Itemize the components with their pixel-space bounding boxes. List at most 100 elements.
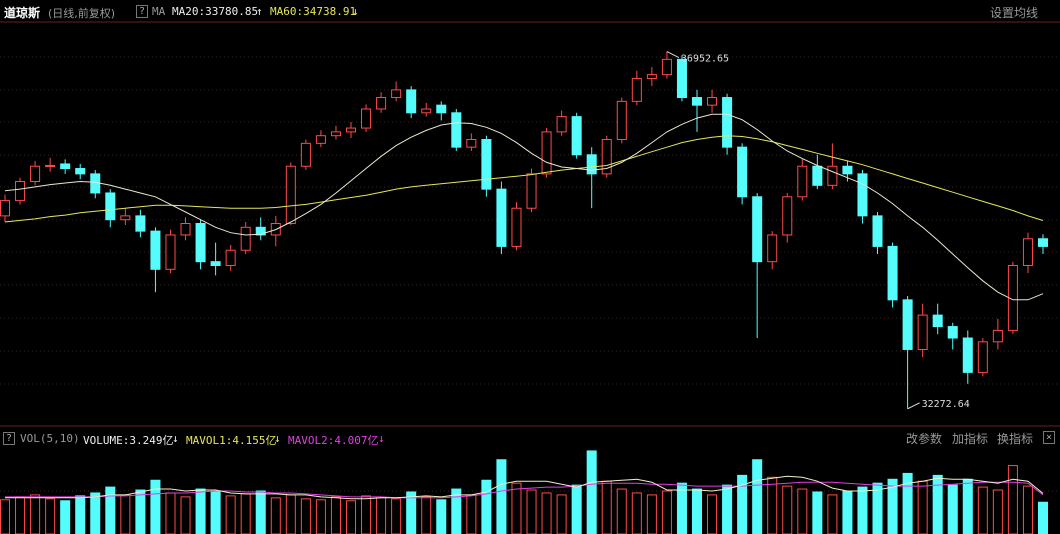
volume-bar bbox=[15, 496, 26, 534]
help-button[interactable]: ? bbox=[3, 432, 16, 445]
volume-bar bbox=[225, 495, 236, 534]
volume-bar bbox=[992, 489, 1003, 534]
volume-bar bbox=[541, 492, 552, 534]
volume-bar bbox=[105, 486, 116, 534]
candle-body bbox=[556, 116, 567, 133]
candle-body bbox=[1022, 238, 1033, 266]
volume-bar bbox=[827, 494, 838, 534]
candle-body bbox=[857, 173, 868, 217]
volume-bar bbox=[722, 484, 733, 534]
candle-body bbox=[376, 97, 387, 110]
candle-body bbox=[361, 108, 372, 129]
volume-bar bbox=[676, 482, 687, 534]
annotation-label: 36952.65 bbox=[681, 54, 729, 65]
close-button[interactable]: × bbox=[1043, 431, 1056, 444]
candle-body bbox=[315, 135, 326, 144]
volume-bar bbox=[60, 500, 71, 534]
volume-bar bbox=[300, 498, 311, 534]
volume-bar bbox=[1022, 485, 1033, 534]
volume-bar bbox=[797, 488, 808, 534]
candle-body bbox=[977, 341, 988, 373]
button[interactable]: 改参数 bbox=[906, 432, 943, 446]
symbol: 道琼斯 bbox=[4, 6, 41, 20]
button[interactable]: 换指标 bbox=[997, 432, 1034, 446]
volume-arrow: ↓ bbox=[172, 432, 179, 445]
volume-bar bbox=[782, 485, 793, 534]
volume-bar bbox=[526, 489, 537, 534]
candle-body bbox=[812, 165, 823, 186]
ma20-value: MA20:33780.85 bbox=[172, 5, 259, 18]
volume-bar bbox=[842, 490, 853, 534]
volume-bar bbox=[887, 478, 898, 534]
volume-bar bbox=[857, 486, 868, 534]
volume-bar bbox=[481, 479, 492, 534]
volume-bar bbox=[496, 459, 507, 534]
candle-body bbox=[481, 139, 492, 190]
candle-body bbox=[300, 142, 311, 167]
candle-body bbox=[691, 97, 703, 106]
volume-header: ? VOL(5,10) VOLUME:3.249亿 ↓ MAVOL1:4.155… bbox=[0, 427, 1060, 449]
candle-body bbox=[240, 226, 251, 251]
candle-body bbox=[496, 188, 507, 247]
candle-body bbox=[451, 112, 462, 148]
candle-body bbox=[887, 245, 898, 301]
volume-bar bbox=[872, 482, 883, 534]
volume-bar bbox=[0, 499, 11, 534]
volume-bar bbox=[30, 494, 41, 534]
volume-bar bbox=[646, 494, 657, 534]
volume-bar bbox=[421, 496, 432, 534]
volume-bar bbox=[120, 494, 131, 534]
candle-body bbox=[436, 104, 447, 114]
volume-bar bbox=[90, 492, 101, 534]
candle-body bbox=[541, 131, 552, 175]
candle-body bbox=[947, 326, 958, 339]
candle-body bbox=[105, 192, 116, 221]
candle-body bbox=[180, 223, 191, 236]
candle-body bbox=[707, 97, 718, 106]
volume-bar bbox=[255, 490, 266, 534]
ma20-arrow: ↑ bbox=[256, 5, 263, 18]
volume-bar bbox=[195, 488, 206, 534]
volume-bar bbox=[270, 497, 281, 534]
candle-body bbox=[601, 139, 612, 175]
help-button[interactable]: ? bbox=[136, 5, 149, 18]
volume-bar bbox=[601, 480, 612, 534]
volume-bar bbox=[315, 499, 326, 534]
candle-body bbox=[406, 89, 417, 114]
volume-bar bbox=[1007, 465, 1018, 534]
candle-body bbox=[917, 314, 928, 350]
candle-body bbox=[391, 89, 402, 99]
volume-bar bbox=[586, 450, 597, 534]
volume-bar bbox=[962, 478, 973, 534]
volume-bar bbox=[376, 497, 387, 534]
volume-bar bbox=[631, 492, 642, 534]
volume-bar bbox=[75, 495, 86, 534]
candle-body bbox=[767, 234, 778, 263]
volume-bar bbox=[917, 480, 928, 534]
mavol1-line bbox=[5, 475, 1044, 500]
candle-body bbox=[631, 77, 642, 102]
grid bbox=[0, 56, 1060, 492]
volume-bar bbox=[661, 490, 672, 534]
button[interactable]: 加指标 bbox=[952, 432, 989, 446]
candle-body bbox=[737, 146, 748, 198]
volume-bar bbox=[330, 496, 341, 534]
volume-bar bbox=[466, 494, 477, 534]
settings-button[interactable]: 设置均线 bbox=[990, 6, 1039, 20]
volume-bar bbox=[210, 491, 221, 534]
candle-body bbox=[661, 58, 672, 76]
volume-bar bbox=[285, 494, 296, 534]
candle-body bbox=[60, 163, 71, 170]
candle-body bbox=[195, 223, 206, 263]
volume-bar bbox=[752, 459, 763, 534]
candle-body bbox=[722, 97, 733, 148]
volume-bar bbox=[345, 500, 357, 534]
candle-body bbox=[165, 234, 176, 270]
candle-body bbox=[752, 196, 763, 263]
candle-body bbox=[75, 168, 86, 175]
candle-body bbox=[676, 58, 687, 99]
ma60-line bbox=[4, 135, 1044, 223]
candle-body bbox=[30, 165, 41, 183]
candle-body bbox=[255, 226, 266, 236]
